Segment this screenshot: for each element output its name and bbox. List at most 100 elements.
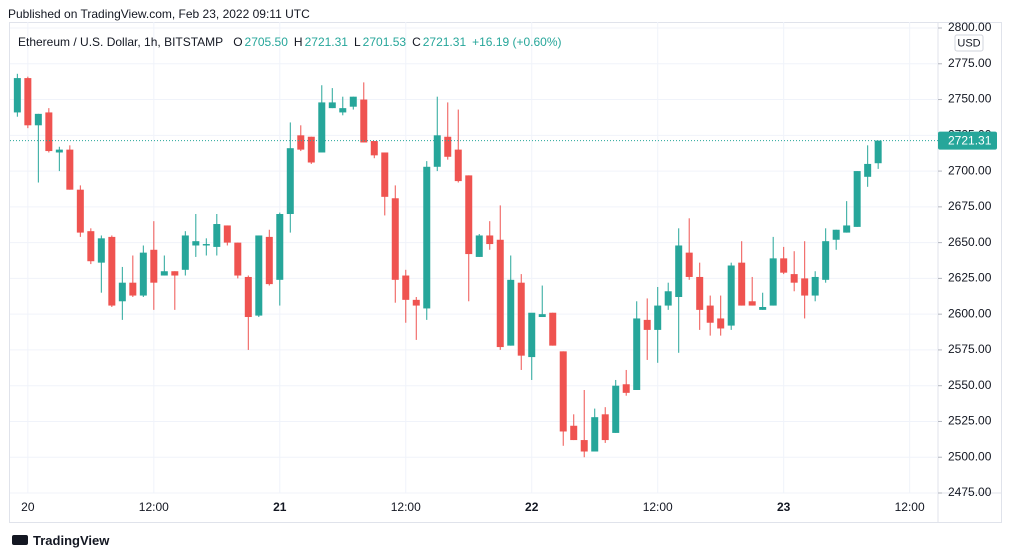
- footer-brand: TradingView: [33, 533, 110, 548]
- candle-body: [664, 291, 672, 306]
- y-tick-label: 2675.00: [948, 199, 992, 213]
- y-tick-label: 2600.00: [948, 306, 992, 320]
- legend: Ethereum / U.S. Dollar, 1h, BITSTAMP O 270…: [18, 35, 568, 49]
- x-tick-label: 12:00: [391, 500, 421, 514]
- y-tick-label: 2775.00: [948, 56, 992, 70]
- ohlc-key: O: [233, 35, 243, 49]
- candle-body: [97, 238, 105, 263]
- ohlc-key: C: [412, 35, 421, 49]
- candle-body: [517, 282, 525, 356]
- last-price-tag: [938, 131, 997, 150]
- candle-body: [538, 314, 546, 318]
- candle-body: [874, 140, 882, 164]
- candle-body: [192, 241, 200, 246]
- candle-body: [832, 229, 840, 240]
- x-tick-label: 12:00: [643, 500, 673, 514]
- candle-body: [444, 136, 452, 157]
- candle-body: [570, 425, 578, 441]
- candle-body: [801, 278, 809, 296]
- candle-body: [633, 318, 641, 390]
- candle-body: [55, 149, 63, 153]
- candle-body: [864, 163, 872, 177]
- candle-body: [45, 112, 53, 152]
- candle-body: [454, 149, 462, 182]
- x-tick-label: 12:00: [139, 500, 169, 514]
- candle-body: [24, 78, 32, 126]
- candle-body: [150, 249, 158, 283]
- candle-body: [759, 307, 767, 310]
- candle-body: [528, 312, 536, 358]
- candle-body: [297, 135, 305, 150]
- candle-body: [181, 235, 189, 270]
- candle-body: [496, 239, 504, 348]
- frame: [9, 22, 1002, 523]
- candle-body: [223, 225, 231, 243]
- x-tick-label: 21: [273, 500, 287, 514]
- candle-body: [307, 136, 315, 163]
- candle-body: [370, 141, 378, 156]
- y-tick-label: 2575.00: [948, 342, 992, 356]
- candle-body: [559, 351, 567, 432]
- candle-body: [202, 244, 210, 246]
- candle-body: [654, 305, 662, 330]
- candle-body: [843, 225, 851, 233]
- candle-body: [696, 276, 704, 310]
- candle-body: [717, 318, 725, 329]
- candle-body: [780, 258, 788, 273]
- candle-body: [685, 252, 693, 277]
- candle-body: [118, 282, 126, 302]
- candle-body: [13, 78, 21, 113]
- candle-body: [675, 245, 683, 297]
- candle-body: [622, 384, 630, 393]
- x-tick-label: 12:00: [895, 500, 925, 514]
- candle-body: [213, 224, 221, 247]
- ohlc-key: H: [293, 35, 303, 49]
- candle-body: [643, 319, 651, 330]
- candle-body: [286, 148, 294, 215]
- candle-body: [381, 152, 389, 197]
- candle-body: [790, 274, 798, 283]
- candle-body: [612, 385, 620, 433]
- symbol-title: Ethereum / U.S. Dollar, 1h, BITSTAMP: [18, 35, 224, 49]
- candle-body: [475, 235, 483, 257]
- candle-body: [265, 236, 273, 285]
- candle-body: [811, 276, 819, 296]
- candle-body: [391, 198, 399, 280]
- published-note: Published on TradingView.com, Feb 23, 20…: [8, 7, 310, 21]
- candle-body: [601, 414, 609, 441]
- y-tick-label: 2650.00: [948, 235, 992, 249]
- candle-body: [328, 102, 336, 109]
- candle-body: [234, 242, 242, 276]
- candle-body: [769, 258, 777, 306]
- ohlc-key: L: [353, 35, 361, 49]
- candle-body: [465, 175, 473, 255]
- x-tick-label: 23: [777, 500, 791, 514]
- candle-body: [738, 262, 746, 306]
- y-tick-label: 2700.00: [948, 163, 992, 177]
- change: +16.19 (+0.60%): [472, 35, 562, 49]
- y-tick-label: 2750.00: [948, 92, 992, 106]
- candle-body: [748, 301, 756, 306]
- ohlc-value: 2701.53: [362, 35, 407, 49]
- candle-body: [34, 113, 42, 126]
- candle-body: [727, 265, 735, 326]
- currency-box: [954, 34, 984, 52]
- candle-body: [486, 235, 494, 245]
- candle-body: [433, 135, 441, 167]
- y-tick-label: 2800.00: [948, 20, 992, 34]
- ohlc-value: 2721.31: [304, 35, 348, 49]
- y-tick-label: 2475.00: [948, 485, 992, 499]
- candle-body: [402, 275, 410, 300]
- candle-body: [87, 231, 95, 262]
- candle-body: [139, 252, 147, 296]
- candle-body: [822, 241, 830, 280]
- y-tick-label: 2500.00: [948, 449, 992, 463]
- candle-body: [244, 276, 252, 318]
- candle-body: [108, 236, 116, 306]
- candle-body: [412, 299, 420, 306]
- candle-body: [706, 305, 714, 323]
- candle-body: [255, 235, 263, 316]
- x-tick-label: 20: [21, 500, 35, 514]
